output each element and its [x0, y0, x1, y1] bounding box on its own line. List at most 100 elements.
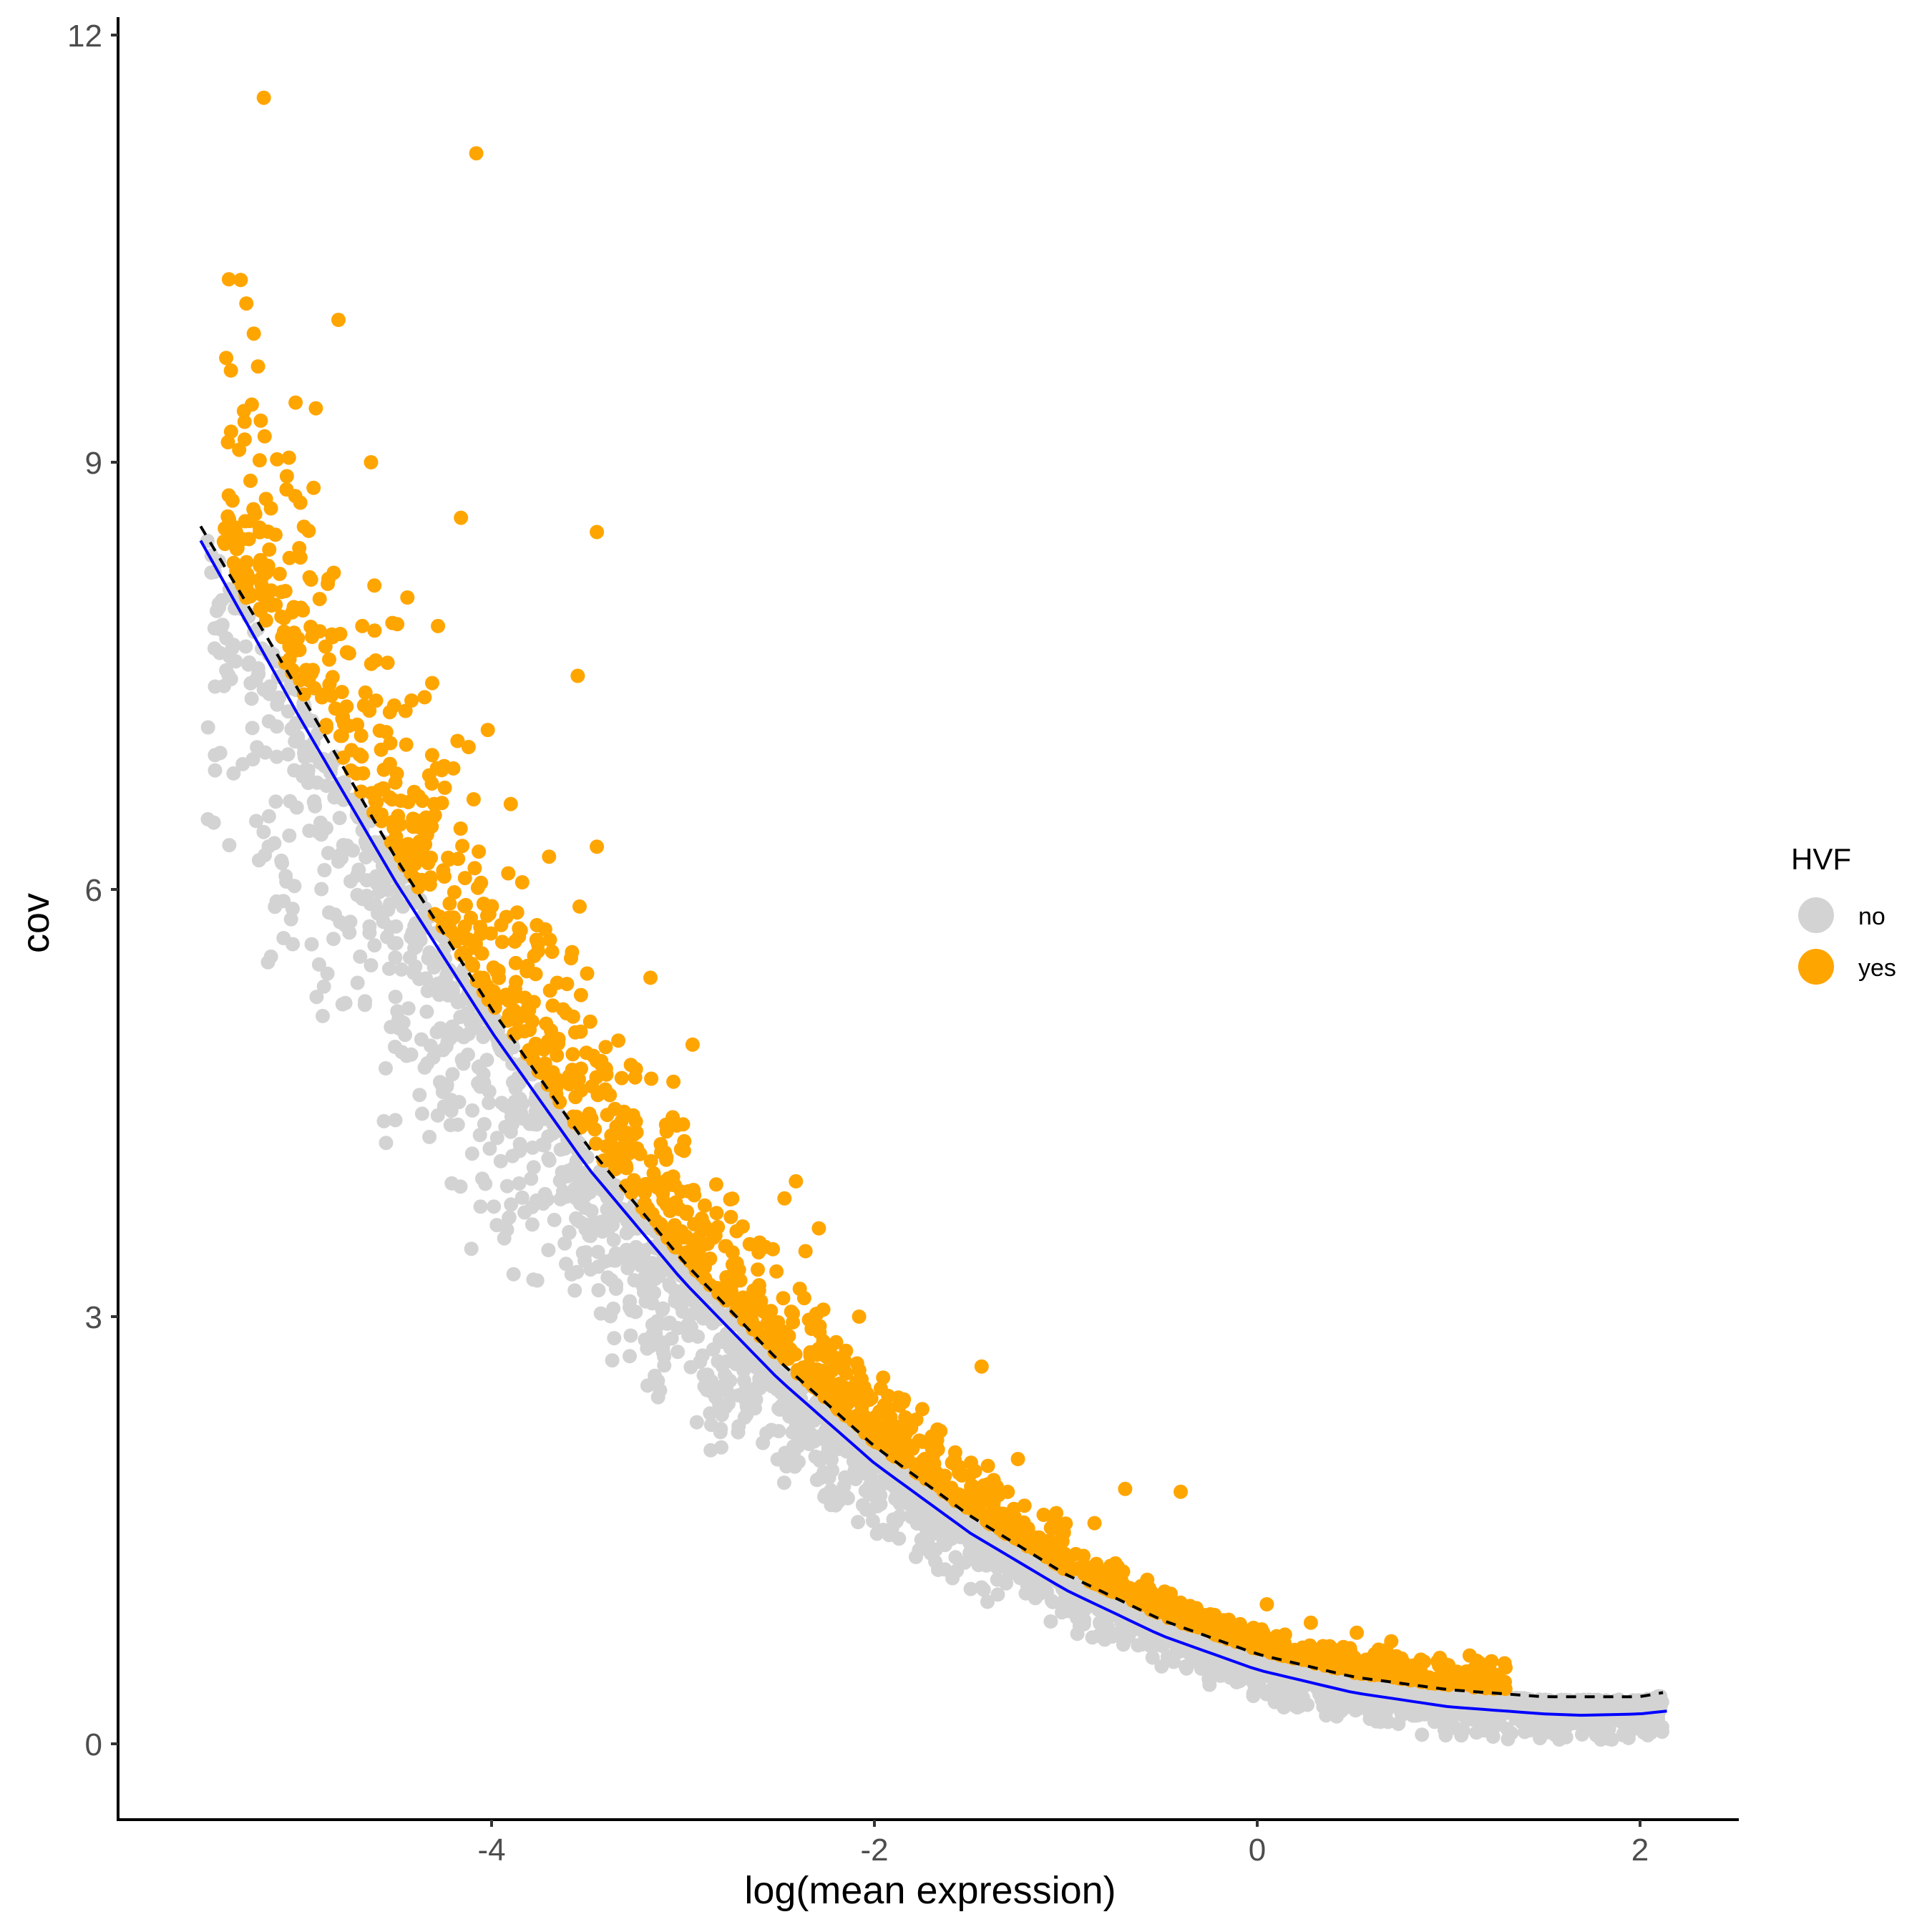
point-yes	[698, 1272, 713, 1286]
point-no	[260, 955, 275, 970]
point-yes	[427, 808, 442, 823]
point-yes	[472, 844, 487, 859]
point-yes	[898, 1445, 913, 1460]
point-yes	[424, 748, 439, 763]
point-no	[413, 932, 428, 947]
point-no	[322, 905, 336, 920]
point-yes-outlier	[789, 1174, 804, 1189]
point-no	[1267, 1694, 1282, 1709]
point-no	[443, 1118, 458, 1133]
point-no	[862, 1503, 877, 1518]
point-no	[924, 1489, 938, 1504]
point-yes	[931, 1468, 946, 1483]
point-no	[980, 1594, 995, 1609]
point-no	[1591, 1727, 1606, 1741]
point-yes	[729, 1256, 744, 1271]
point-yes	[1185, 1604, 1200, 1619]
point-yes	[1040, 1539, 1055, 1554]
point-no	[609, 1209, 623, 1224]
point-no	[1045, 1594, 1060, 1609]
point-yes	[884, 1448, 899, 1462]
point-yes	[421, 768, 436, 783]
point-no	[426, 1050, 441, 1065]
point-no	[316, 1008, 330, 1023]
point-yes	[386, 698, 401, 713]
point-no	[1599, 1693, 1614, 1708]
point-yes	[766, 1241, 781, 1257]
point-no	[482, 1141, 497, 1156]
point-yes	[219, 351, 234, 366]
point-yes	[933, 1423, 948, 1438]
x-tick-label: -2	[860, 1833, 888, 1868]
point-yes	[774, 1347, 789, 1362]
point-yes	[1000, 1484, 1015, 1499]
point-yes-outlier	[1336, 1639, 1351, 1654]
point-no	[389, 919, 404, 934]
point-no	[471, 1060, 486, 1075]
point-no	[282, 828, 297, 843]
point-no	[417, 1060, 432, 1075]
point-yes-outlier	[590, 525, 605, 540]
point-yes	[509, 905, 525, 920]
point-yes	[499, 987, 514, 1002]
point-yes	[676, 1143, 691, 1158]
point-yes	[883, 1421, 898, 1436]
point-yes-outlier	[777, 1191, 792, 1206]
point-no	[840, 1491, 855, 1506]
point-no	[477, 1117, 492, 1131]
point-yes	[1005, 1513, 1020, 1528]
point-yes	[1058, 1516, 1073, 1531]
fit-line	[199, 540, 1667, 1717]
point-no	[778, 1445, 793, 1460]
point-yes	[334, 728, 349, 743]
point-yes	[369, 693, 384, 708]
point-no	[1556, 1716, 1570, 1731]
point-yes	[686, 1183, 701, 1197]
point-yes	[565, 1047, 580, 1062]
point-yes	[376, 762, 391, 777]
point-yes	[238, 514, 253, 529]
point-yes	[1367, 1646, 1382, 1662]
point-yes	[447, 885, 462, 899]
point-yes	[600, 1108, 615, 1123]
point-yes	[322, 677, 337, 692]
point-yes	[620, 1136, 634, 1151]
point-yes	[239, 296, 254, 311]
point-no	[314, 882, 329, 897]
point-no	[645, 1296, 660, 1311]
point-yes	[721, 1277, 736, 1292]
point-no	[472, 1128, 487, 1143]
point-no	[269, 719, 284, 734]
point-yes	[614, 1070, 629, 1085]
point-no	[703, 1406, 718, 1421]
point-no	[379, 1061, 393, 1075]
point-no	[506, 1267, 521, 1282]
point-yes	[292, 541, 307, 555]
point-yes	[353, 728, 369, 743]
point-no	[388, 950, 403, 965]
point-yes	[1174, 1606, 1189, 1621]
point-no	[576, 1173, 591, 1188]
point-no	[434, 1078, 449, 1093]
point-no	[499, 1179, 514, 1194]
point-no	[388, 1113, 403, 1128]
point-no	[464, 1241, 479, 1257]
point-no	[703, 1418, 718, 1433]
point-no	[321, 846, 336, 861]
point-yes	[708, 1177, 723, 1192]
point-no	[963, 1581, 978, 1596]
point-yes	[817, 1390, 832, 1405]
point-no	[280, 704, 296, 719]
point-yes-outlier	[914, 1402, 930, 1417]
point-no	[367, 938, 382, 953]
point-yes	[394, 794, 409, 808]
point-yes	[254, 577, 269, 592]
x-axis-title: log(mean expression)	[744, 1869, 1116, 1912]
point-yes	[274, 585, 289, 600]
point-yes	[296, 519, 311, 535]
point-no	[478, 1176, 493, 1191]
point-yes	[874, 1434, 889, 1449]
point-no	[1534, 1698, 1548, 1713]
point-yes	[769, 1264, 784, 1279]
point-no	[272, 690, 287, 705]
